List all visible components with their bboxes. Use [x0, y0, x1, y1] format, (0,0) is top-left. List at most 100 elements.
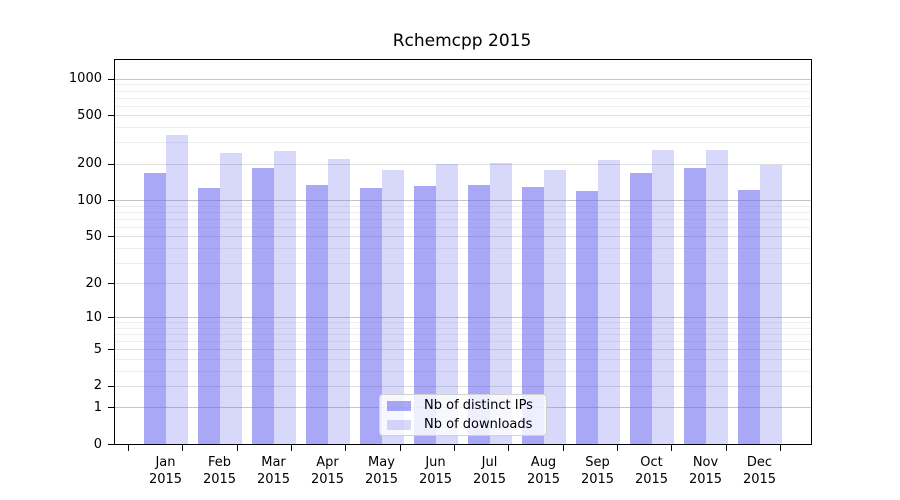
- x-tick: [617, 445, 618, 451]
- gridline: [115, 115, 811, 117]
- legend-item-downloads: Nb of downloads: [387, 417, 538, 433]
- bar-jun-distinct-ips: [413, 185, 436, 444]
- y-tick: [108, 163, 114, 165]
- gridline: [115, 211, 811, 213]
- x-tick: [345, 445, 347, 451]
- x-tick-label: Nov 2015: [688, 455, 723, 487]
- bar-aug-downloads: [543, 169, 566, 444]
- gridline: [115, 317, 811, 319]
- y-tick: [108, 349, 114, 351]
- x-tick-label: Sep 2015: [580, 455, 615, 487]
- legend: Nb of distinct IPs Nb of downloads: [379, 394, 547, 436]
- bar-apr-downloads: [327, 158, 350, 444]
- gridline: [115, 334, 811, 336]
- y-tick: [108, 444, 114, 445]
- x-tick-label: Jan 2015: [148, 455, 183, 487]
- bar-jan-distinct-ips: [143, 172, 166, 444]
- x-tick-label: Oct 2015: [634, 455, 669, 487]
- y-tick: [108, 200, 114, 202]
- gridline: [115, 341, 811, 343]
- y-tick-label: 20: [85, 275, 102, 291]
- y-tick: [108, 236, 114, 238]
- x-tick: [454, 445, 455, 451]
- chart-title: Rchemcpp 2015: [392, 31, 532, 51]
- gridline: [115, 247, 811, 249]
- bar-may-downloads: [381, 169, 404, 444]
- x-tick: [562, 445, 564, 451]
- y-tick: [108, 78, 114, 80]
- x-tick: [671, 445, 673, 451]
- gridline: [115, 385, 811, 387]
- bar-apr-distinct-ips: [305, 184, 328, 444]
- y-tick-label: 10: [85, 309, 102, 325]
- gridline: [115, 236, 811, 238]
- x-tick-label: May 2015: [364, 455, 399, 487]
- y-tick-label: 5: [93, 341, 102, 357]
- gridline: [115, 142, 811, 144]
- gridline: [115, 370, 811, 372]
- gridline: [115, 327, 811, 329]
- legend-item-distinct-ips: Nb of distinct IPs: [387, 398, 538, 414]
- plot-area: Nb of distinct IPs Nb of downloads: [114, 59, 812, 445]
- bar-sep-distinct-ips: [575, 190, 598, 444]
- y-tick-label: 1: [93, 399, 102, 415]
- bar-mar-downloads: [273, 150, 296, 444]
- bar-sep-downloads: [597, 159, 620, 444]
- gridline: [115, 200, 811, 202]
- bar-dec-distinct-ips: [737, 189, 760, 444]
- y-tick: [108, 385, 114, 387]
- bar-oct-distinct-ips: [629, 173, 652, 444]
- y-tick: [108, 407, 114, 409]
- x-tick: [291, 445, 292, 451]
- y-tick: [108, 283, 114, 285]
- y-tick-label: 2: [93, 378, 102, 394]
- x-tick-label: Aug 2015: [526, 455, 561, 487]
- gridline: [115, 127, 811, 129]
- gridline: [115, 78, 811, 80]
- bar-nov-downloads: [705, 149, 728, 444]
- y-tick: [108, 317, 114, 319]
- legend-swatch-distinct-ips: [387, 400, 411, 411]
- gridline: [115, 349, 811, 351]
- x-tick-label: Mar 2015: [256, 455, 291, 487]
- gridline: [115, 358, 811, 360]
- gridline: [115, 97, 811, 99]
- gridline: [115, 218, 811, 220]
- bar-feb-downloads: [219, 152, 242, 444]
- gridline: [115, 205, 811, 207]
- legend-swatch-downloads: [387, 419, 411, 430]
- bar-jul-distinct-ips: [467, 184, 490, 444]
- gridline: [115, 322, 811, 324]
- x-tick: [182, 445, 184, 451]
- gridline: [115, 163, 811, 165]
- gridline: [115, 262, 811, 264]
- gridline: [115, 84, 811, 86]
- bar-nov-distinct-ips: [683, 167, 706, 444]
- gridline: [115, 226, 811, 228]
- gridline: [115, 90, 811, 92]
- bar-jun-downloads: [435, 163, 458, 444]
- x-tick: [399, 445, 401, 451]
- x-tick-label: Dec 2015: [742, 455, 777, 487]
- x-tick: [128, 445, 129, 451]
- bar-jan-downloads: [165, 134, 188, 444]
- y-tick: [108, 115, 114, 117]
- x-tick: [780, 445, 781, 451]
- y-tick-label: 50: [85, 228, 102, 244]
- bar-feb-distinct-ips: [197, 188, 220, 444]
- x-tick-label: Feb 2015: [202, 455, 237, 487]
- legend-label-distinct-ips: Nb of distinct IPs: [424, 397, 533, 413]
- y-tick-label: 500: [77, 107, 102, 123]
- x-tick: [236, 445, 238, 451]
- x-tick-label: Apr 2015: [310, 455, 345, 487]
- gridline: [115, 105, 811, 107]
- bar-may-distinct-ips: [359, 188, 382, 444]
- x-tick: [508, 445, 510, 451]
- y-tick-label: 1000: [68, 71, 102, 87]
- y-tick-label: 200: [77, 156, 102, 172]
- legend-label-downloads: Nb of downloads: [424, 416, 533, 432]
- y-tick-label: 100: [77, 192, 102, 208]
- bar-dec-downloads: [759, 164, 782, 444]
- x-tick: [725, 445, 727, 451]
